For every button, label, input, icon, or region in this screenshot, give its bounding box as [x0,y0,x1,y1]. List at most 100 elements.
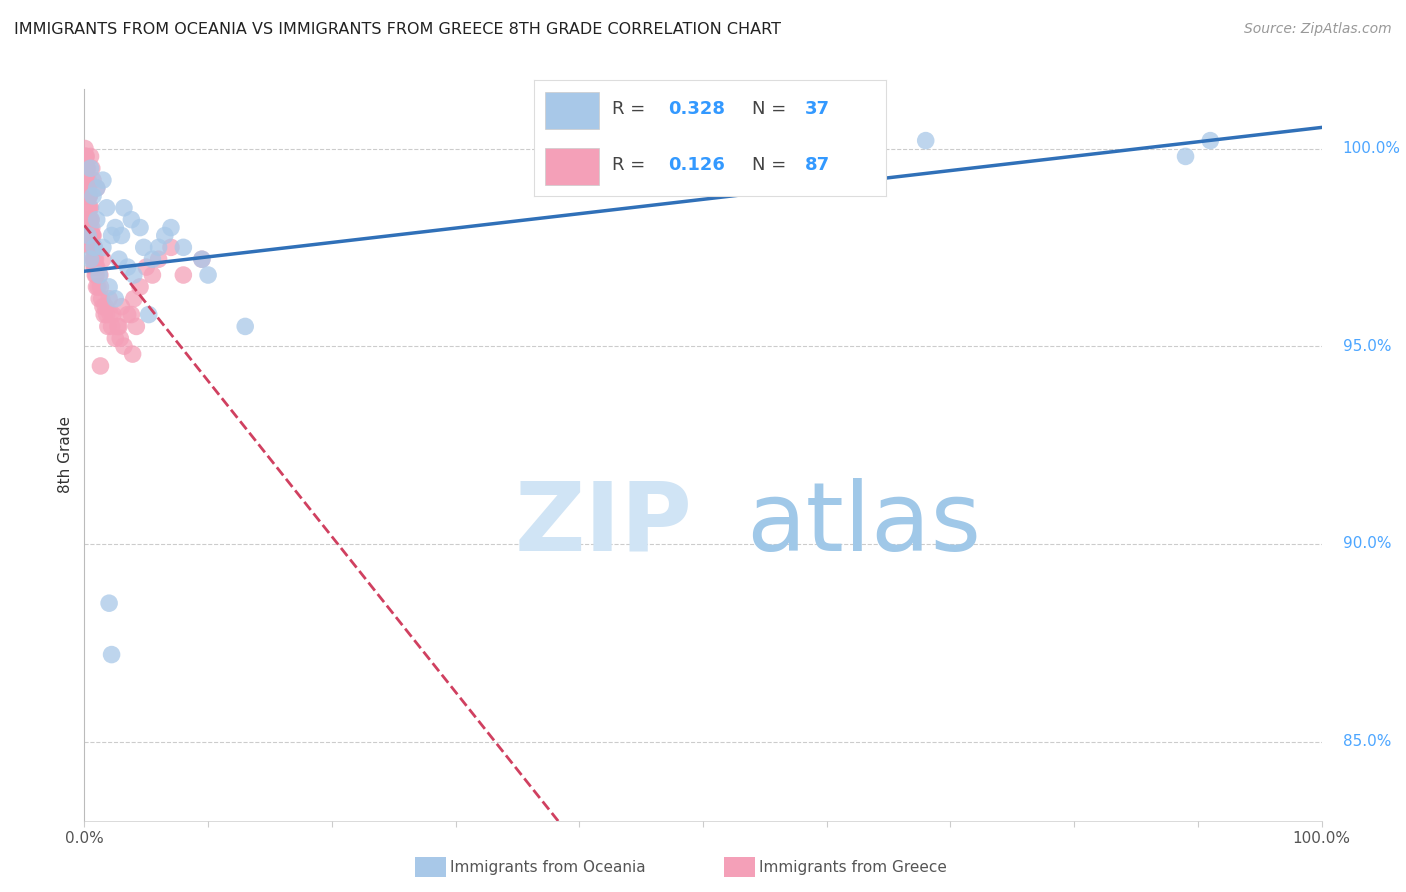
Point [1174,149,1197,163]
Point [120,308,142,322]
Point [77,212,100,227]
Point [141,252,163,267]
Point [172,240,194,254]
Point [83,252,105,267]
Point [141,268,163,282]
Point [122,268,145,282]
Point [77,181,100,195]
Point [77,189,100,203]
Point [83,252,105,267]
Point [84,268,107,282]
Point [79,149,101,163]
Point [191,252,214,267]
Point [89,292,111,306]
Point [79,201,101,215]
Point [112,339,135,353]
Text: 0.126: 0.126 [668,156,724,174]
Point [89,268,111,282]
Point [80,228,103,243]
Point [80,161,103,176]
Point [98,596,121,610]
Point [75,161,97,176]
Point [75,161,97,176]
Point [79,252,101,267]
Point [122,292,145,306]
Point [80,228,103,243]
Point [77,173,100,187]
Point [79,228,101,243]
Point [79,212,101,227]
Point [87,280,110,294]
Point [91,240,114,254]
Point [120,212,142,227]
Point [172,268,194,282]
Text: 37: 37 [804,100,830,119]
Point [79,201,101,215]
Point [76,173,98,187]
Point [79,220,101,235]
Point [91,252,114,267]
Text: Immigrants from Oceania: Immigrants from Oceania [450,861,645,875]
Point [110,331,132,345]
Text: atlas: atlas [747,477,981,571]
Text: 85.0%: 85.0% [1343,734,1391,749]
Point [86,181,108,195]
Point [76,161,98,176]
Point [98,292,121,306]
Point [79,189,101,203]
Point [104,292,127,306]
Point [89,280,111,294]
Point [110,300,132,314]
Point [104,331,127,345]
Point [83,260,105,274]
Point [86,212,108,227]
Point [75,149,97,163]
Y-axis label: 8th Grade: 8th Grade [58,417,73,493]
Point [121,347,143,361]
Text: R =: R = [612,100,651,119]
Point [79,161,101,176]
Point [76,181,98,195]
Text: 95.0%: 95.0% [1343,339,1391,354]
Point [104,220,127,235]
Point [93,308,115,322]
Point [76,161,98,176]
Text: ZIP: ZIP [515,477,693,571]
Point [80,240,103,254]
Point [107,319,129,334]
Point [80,212,103,227]
Point [91,300,114,314]
Point [79,189,101,203]
Point [914,134,936,148]
Point [191,252,214,267]
Point [80,212,103,227]
Point [82,252,104,267]
Point [97,319,120,334]
Point [96,308,118,322]
FancyBboxPatch shape [544,92,599,129]
Point [86,280,108,294]
Point [83,240,105,254]
Point [77,189,100,203]
Point [89,268,111,282]
Point [135,260,157,274]
Point [84,260,107,274]
Point [129,280,152,294]
Point [77,201,100,215]
Text: 0.328: 0.328 [668,100,725,119]
FancyBboxPatch shape [544,147,599,185]
Point [98,308,121,322]
Point [132,240,155,254]
Point [76,173,98,187]
Point [83,240,105,254]
Point [100,319,122,334]
Point [77,228,100,243]
Point [197,268,219,282]
Point [108,252,131,267]
Point [82,228,104,243]
Point [91,173,114,187]
Point [160,240,183,254]
Point [117,260,139,274]
Point [100,648,122,662]
Point [82,189,104,203]
